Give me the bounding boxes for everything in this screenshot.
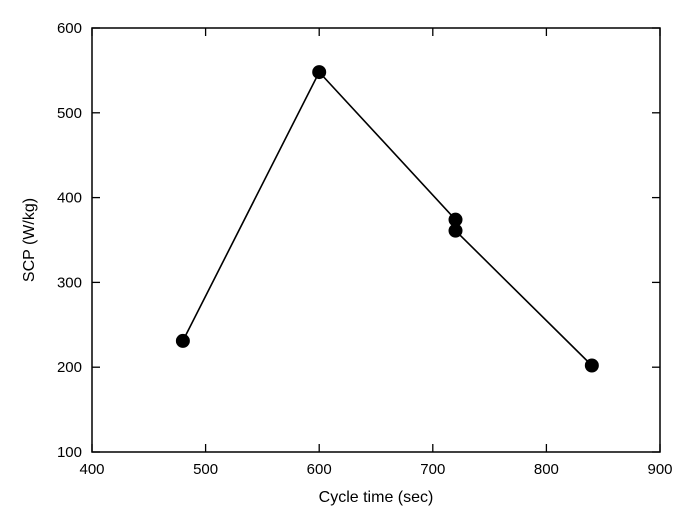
x-tick-label: 800 <box>534 461 559 478</box>
x-tick-label: 700 <box>420 461 445 478</box>
data-marker <box>176 334 189 347</box>
data-marker <box>449 224 462 237</box>
data-marker <box>585 359 598 372</box>
y-tick-label: 600 <box>57 20 82 37</box>
x-axis-label: Cycle time (sec) <box>319 489 434 506</box>
plot-frame <box>92 28 660 452</box>
chart-svg: 400 500 600 700 800 900 100 200 300 400 500 600 Cycl… <box>0 0 699 520</box>
y-tick-label: 500 <box>57 105 82 122</box>
x-tick-label: 400 <box>79 461 104 478</box>
x-tick-label: 600 <box>307 461 332 478</box>
series-line <box>183 72 592 365</box>
y-tick-label: 100 <box>57 444 82 461</box>
scp-chart: 400 500 600 700 800 900 100 200 300 400 500 600 Cycl… <box>0 0 699 520</box>
x-tick-label: 900 <box>647 461 672 478</box>
y-tick-label: 200 <box>57 359 82 376</box>
y-axis-label: SCP (W/kg) <box>21 198 38 282</box>
y-tick-label: 300 <box>57 274 82 291</box>
x-tick-label: 500 <box>193 461 218 478</box>
y-tick-label: 400 <box>57 190 82 207</box>
data-marker <box>313 66 326 79</box>
